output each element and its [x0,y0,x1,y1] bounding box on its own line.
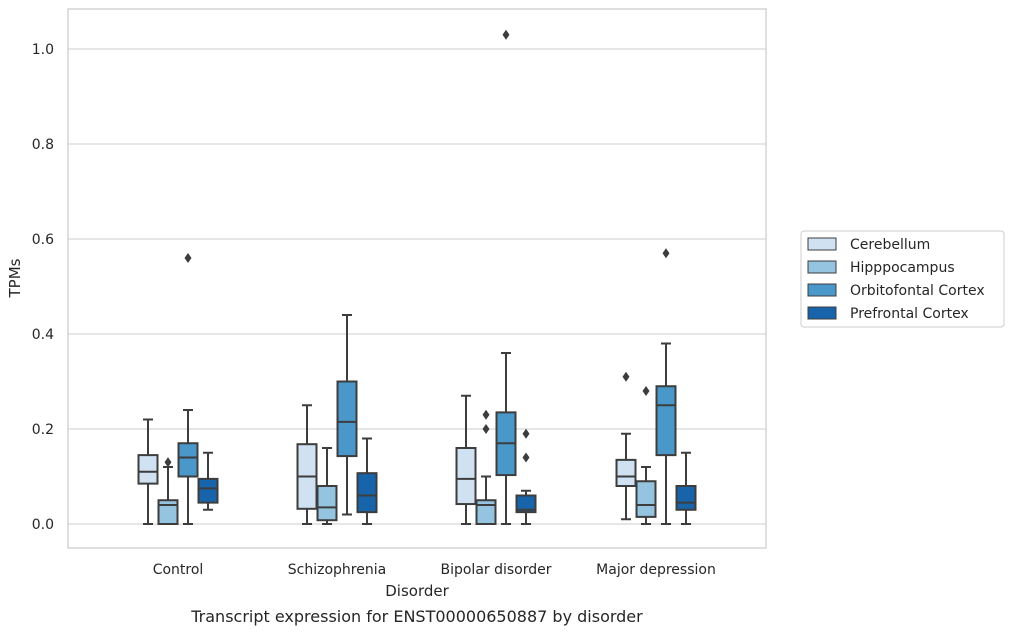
legend-swatch [807,237,837,251]
legend-entry: Hipppocampus [850,260,955,276]
y-axis-ticks: 0.0 0.2 0.4 0.6 0.8 1.0 [32,42,54,533]
box-cerebellum [455,394,477,525]
y-tick-label: 0.0 [32,517,54,533]
x-tick-label: Bipolar disorder [440,562,551,578]
outlier-point [662,248,670,259]
box-plots [137,29,697,525]
box-iqr [455,447,477,506]
outlier-point [502,29,510,40]
box-iqr [177,442,199,478]
box-cerebellum [615,371,637,521]
box-prefrontal-cortex [356,437,378,525]
legend-swatch [807,306,837,320]
outlier-point [642,386,650,396]
box-hipppocampus [157,457,179,525]
x-tick-label: Major depression [596,562,716,578]
box-hipppocampus [635,386,657,525]
outlier-point [522,452,530,463]
legend: Cerebellum Hipppocampus Orbitofontal Corte… [800,230,1005,328]
box-iqr [655,385,677,457]
legend-entry: Prefrontal Cortex [850,306,969,322]
box-orbitofontal-cortex [177,253,199,525]
legend-entry: Cerebellum [850,237,930,253]
box-iqr [316,485,338,522]
x-tick-label: Control [153,562,204,578]
legend-swatch [807,260,837,274]
box-iqr [515,494,537,514]
y-axis-label: TPMs [6,258,24,298]
box-hipppocampus [316,447,338,525]
y-tick-label: 0.8 [32,137,54,153]
x-axis-label: Disorder [385,582,449,600]
box-iqr [157,499,179,525]
outlier-point [164,457,172,468]
y-tick-label: 0.6 [32,232,54,248]
box-cerebellum [296,404,318,525]
legend-swatch [807,283,837,297]
outlier-point [622,371,630,382]
y-tick-label: 0.4 [32,327,54,343]
box-prefrontal-cortex [197,451,219,511]
y-tick-label: 1.0 [32,42,54,58]
x-tick-label: Schizophrenia [288,562,386,578]
box-iqr [615,458,637,487]
box-prefrontal-cortex [515,428,537,525]
box-iqr [336,380,358,458]
box-iqr [137,454,159,485]
outlier-point [522,428,530,439]
box-hipppocampus [475,409,497,525]
box-cerebellum [137,418,159,525]
box-iqr [356,472,378,514]
box-iqr [675,485,697,511]
box-orbitofontal-cortex [336,314,358,516]
box-orbitofontal-cortex [495,29,517,525]
x-axis-ticks: Control Schizophrenia Bipolar disorder Majo… [153,562,716,578]
box-orbitofontal-cortex [655,248,677,525]
box-iqr [475,499,497,525]
chart-caption: Transcript expression for ENST0000065088… [190,607,643,626]
outlier-point [184,253,192,263]
plot-area-frame [67,8,767,549]
legend-frame [800,230,1005,328]
box-iqr [197,477,219,504]
legend-entry: Orbitofontal Cortex [850,283,985,299]
box-prefrontal-cortex [675,451,697,525]
box-iqr [635,480,657,518]
outlier-point [482,424,490,434]
y-tick-label: 0.2 [32,422,54,438]
outlier-point [482,409,490,420]
